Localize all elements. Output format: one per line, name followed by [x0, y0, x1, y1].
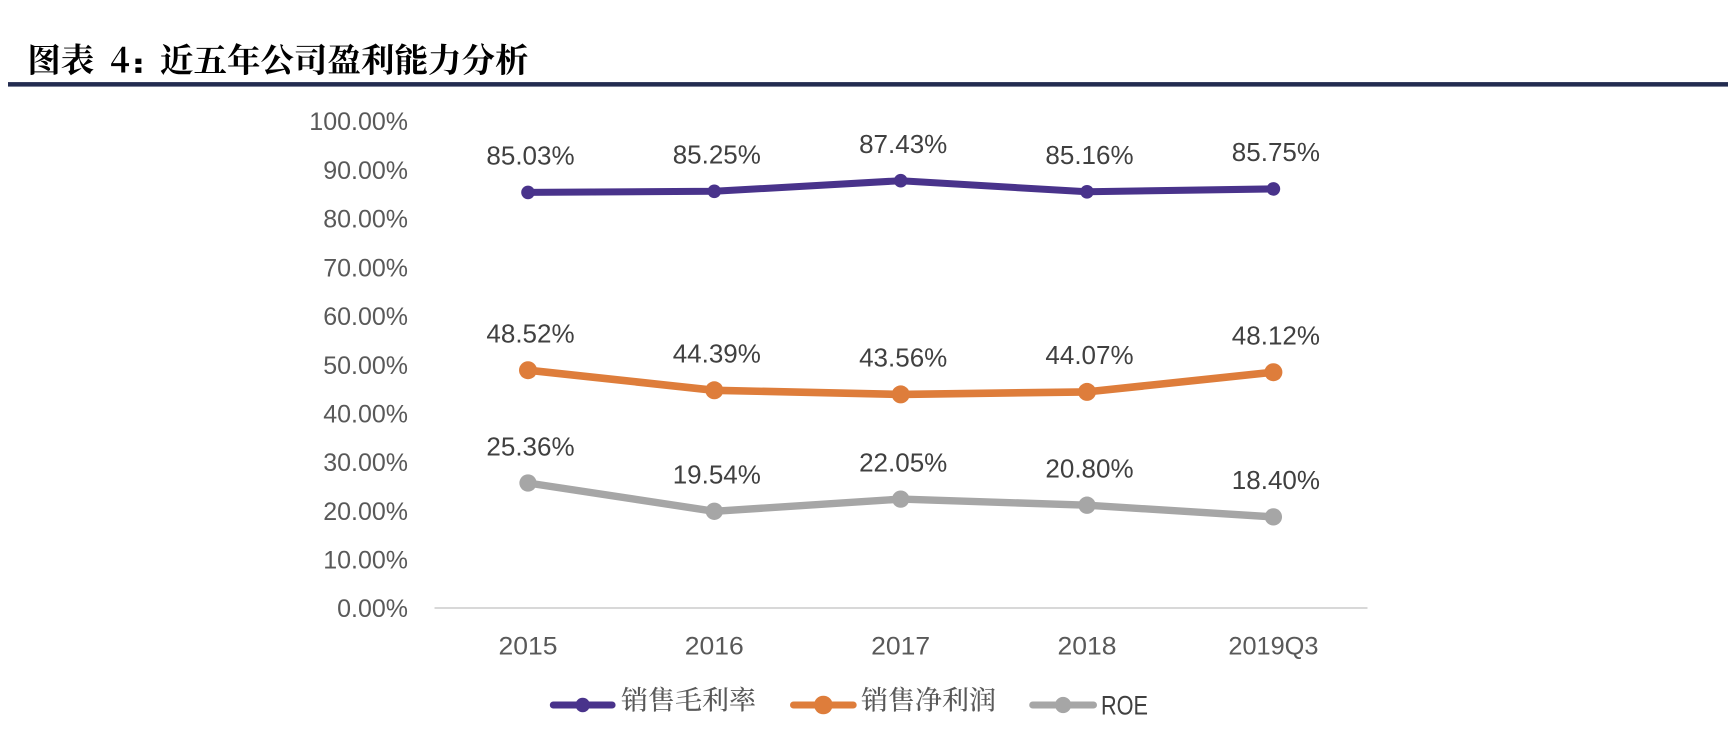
svg-text:2017: 2017: [871, 633, 930, 661]
svg-text:ROE: ROE: [1101, 691, 1148, 721]
svg-text:85.25%: 85.25%: [673, 140, 761, 170]
svg-text:20.00%: 20.00%: [323, 498, 408, 526]
svg-text:18.40%: 18.40%: [1232, 465, 1320, 495]
svg-text:87.43%: 87.43%: [859, 129, 947, 159]
svg-text:48.52%: 48.52%: [486, 319, 574, 349]
svg-text:20.80%: 20.80%: [1045, 454, 1133, 484]
svg-text:48.12%: 48.12%: [1232, 321, 1320, 351]
svg-text:80.00%: 80.00%: [323, 206, 408, 234]
svg-text:19.54%: 19.54%: [673, 460, 761, 490]
svg-text:2018: 2018: [1058, 633, 1117, 661]
svg-text:43.56%: 43.56%: [859, 343, 947, 373]
svg-text:44.39%: 44.39%: [673, 339, 761, 369]
svg-text:0.00%: 0.00%: [337, 595, 408, 623]
svg-text:22.05%: 22.05%: [859, 447, 947, 477]
svg-text:100.00%: 100.00%: [309, 108, 408, 136]
svg-text:2016: 2016: [685, 633, 744, 661]
svg-text:60.00%: 60.00%: [323, 303, 408, 331]
svg-text:2015: 2015: [499, 633, 558, 661]
svg-text:50.00%: 50.00%: [323, 352, 408, 380]
svg-text:40.00%: 40.00%: [323, 400, 408, 428]
svg-text:44.07%: 44.07%: [1045, 340, 1133, 370]
svg-text:70.00%: 70.00%: [323, 254, 408, 282]
svg-text:90.00%: 90.00%: [323, 157, 408, 185]
svg-text:30.00%: 30.00%: [323, 449, 408, 477]
svg-text:85.16%: 85.16%: [1045, 140, 1133, 170]
svg-text:25.36%: 25.36%: [486, 431, 574, 461]
svg-text:85.03%: 85.03%: [486, 141, 574, 171]
svg-text:10.00%: 10.00%: [323, 547, 408, 575]
svg-text:2019Q3: 2019Q3: [1228, 633, 1318, 661]
svg-text:85.75%: 85.75%: [1232, 137, 1320, 167]
